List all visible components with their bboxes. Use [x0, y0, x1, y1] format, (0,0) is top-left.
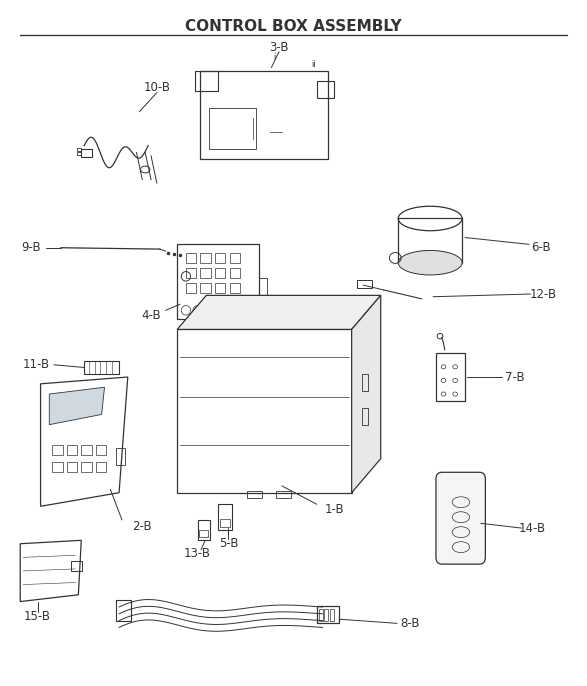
Bar: [357, 280, 372, 288]
Polygon shape: [20, 541, 81, 602]
Bar: [220, 519, 230, 527]
Polygon shape: [49, 387, 104, 425]
Bar: [215, 268, 225, 279]
Bar: [276, 491, 291, 498]
Bar: [77, 152, 81, 155]
Bar: [52, 445, 63, 456]
Text: 6-B: 6-B: [531, 241, 551, 255]
Bar: [230, 253, 240, 263]
Bar: [218, 504, 232, 530]
Bar: [317, 81, 334, 98]
Text: 15-B: 15-B: [24, 610, 51, 623]
Bar: [186, 268, 197, 279]
Bar: [186, 253, 197, 263]
Text: 13-B: 13-B: [184, 547, 211, 560]
Bar: [84, 362, 119, 374]
Text: 10-B: 10-B: [143, 82, 170, 95]
Bar: [247, 491, 262, 498]
Bar: [324, 609, 328, 622]
Bar: [116, 449, 125, 466]
Bar: [215, 283, 225, 294]
Text: 11-B: 11-B: [23, 358, 50, 371]
Bar: [398, 218, 462, 263]
Bar: [201, 283, 211, 294]
Bar: [81, 149, 92, 157]
FancyBboxPatch shape: [436, 472, 485, 564]
Bar: [201, 253, 211, 263]
Bar: [72, 560, 82, 571]
Text: 12-B: 12-B: [530, 287, 557, 300]
Bar: [177, 244, 259, 319]
Bar: [436, 353, 465, 401]
Polygon shape: [177, 296, 381, 329]
Bar: [77, 148, 81, 151]
Bar: [319, 609, 323, 622]
Bar: [230, 268, 240, 279]
Bar: [96, 445, 106, 456]
Bar: [200, 530, 208, 537]
Bar: [67, 462, 77, 472]
Bar: [52, 462, 63, 472]
Bar: [81, 445, 92, 456]
Bar: [215, 253, 225, 263]
Text: 9-B: 9-B: [21, 241, 41, 255]
Text: 1-B: 1-B: [325, 504, 344, 516]
Text: 14-B: 14-B: [518, 521, 545, 534]
Bar: [198, 520, 210, 541]
Bar: [201, 268, 211, 279]
Bar: [201, 71, 328, 159]
Bar: [186, 283, 197, 294]
Text: 7-B: 7-B: [505, 370, 524, 383]
Text: 4-B: 4-B: [141, 309, 161, 322]
Bar: [81, 462, 92, 472]
Text: 3-B: 3-B: [269, 40, 289, 54]
Bar: [362, 407, 368, 425]
Text: i: i: [274, 53, 276, 62]
Bar: [362, 374, 368, 390]
Text: CONTROL BOX ASSEMBLY: CONTROL BOX ASSEMBLY: [185, 19, 402, 34]
Bar: [317, 606, 339, 624]
Text: 8-B: 8-B: [400, 617, 420, 630]
Bar: [209, 108, 256, 149]
Polygon shape: [352, 296, 381, 493]
Ellipse shape: [398, 250, 462, 275]
Bar: [67, 445, 77, 456]
Text: 5-B: 5-B: [218, 537, 238, 550]
Bar: [195, 71, 218, 91]
Bar: [96, 462, 106, 472]
Bar: [116, 600, 131, 621]
Polygon shape: [41, 377, 128, 506]
Bar: [259, 279, 267, 299]
Bar: [230, 283, 240, 294]
Text: 2-B: 2-B: [133, 520, 152, 533]
Bar: [330, 609, 334, 622]
Polygon shape: [177, 329, 352, 493]
Text: ii: ii: [312, 60, 316, 69]
